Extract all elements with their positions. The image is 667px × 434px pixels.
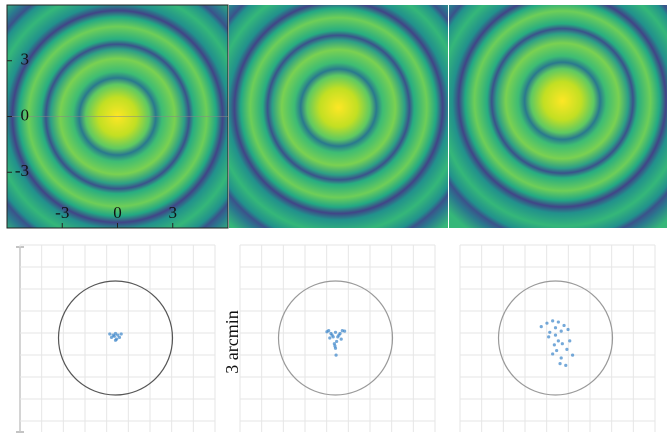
spot bbox=[555, 348, 559, 353]
spot bbox=[119, 332, 123, 336]
y-tick-label: -3 bbox=[15, 161, 29, 180]
spot bbox=[559, 329, 563, 333]
spot bbox=[553, 333, 558, 337]
spot bbox=[547, 335, 551, 339]
spot bbox=[565, 347, 569, 351]
spot bbox=[539, 325, 543, 329]
spot bbox=[556, 339, 560, 343]
spot bbox=[551, 319, 555, 323]
spot bbox=[571, 353, 575, 357]
y-tick-label: 3 bbox=[21, 50, 30, 69]
scale-label: 3 arcmin bbox=[222, 310, 242, 373]
psf-image bbox=[229, 5, 448, 228]
field-circle bbox=[277, 280, 394, 396]
spot bbox=[548, 330, 552, 334]
x-tick-label: 3 bbox=[169, 203, 178, 222]
spot bbox=[334, 353, 338, 357]
field-circle bbox=[57, 280, 174, 396]
spot bbox=[339, 337, 343, 341]
spot bbox=[328, 336, 332, 340]
spot bbox=[333, 330, 338, 334]
spot bbox=[333, 344, 337, 348]
spot bbox=[343, 329, 347, 333]
spot bbox=[117, 335, 122, 340]
spot bbox=[566, 327, 570, 332]
spot bbox=[325, 330, 329, 334]
spot bbox=[564, 363, 568, 367]
x-tick-label: -3 bbox=[55, 203, 69, 222]
spot bbox=[330, 333, 334, 337]
field-circle bbox=[497, 280, 614, 396]
spot bbox=[559, 356, 563, 360]
spot bbox=[545, 321, 549, 325]
y-tick-label: 0 bbox=[21, 105, 30, 124]
spot bbox=[551, 352, 555, 356]
spot bbox=[115, 337, 119, 341]
spot bbox=[116, 333, 120, 337]
x-tick-label: 0 bbox=[113, 203, 122, 222]
spot bbox=[108, 332, 112, 336]
spot bbox=[109, 335, 114, 340]
psf-image bbox=[449, 5, 667, 228]
spot bbox=[562, 323, 566, 328]
spot bbox=[112, 334, 116, 338]
spot bbox=[553, 326, 558, 330]
spot bbox=[558, 362, 562, 366]
spot bbox=[113, 331, 118, 336]
spot bbox=[556, 320, 560, 324]
spot bbox=[560, 342, 564, 346]
spot bbox=[568, 339, 572, 343]
spot bbox=[337, 333, 341, 337]
plot-layer: -3 0 3 -3 0 3 bbox=[7, 50, 656, 433]
spot bbox=[335, 339, 339, 344]
spot bbox=[552, 343, 556, 347]
